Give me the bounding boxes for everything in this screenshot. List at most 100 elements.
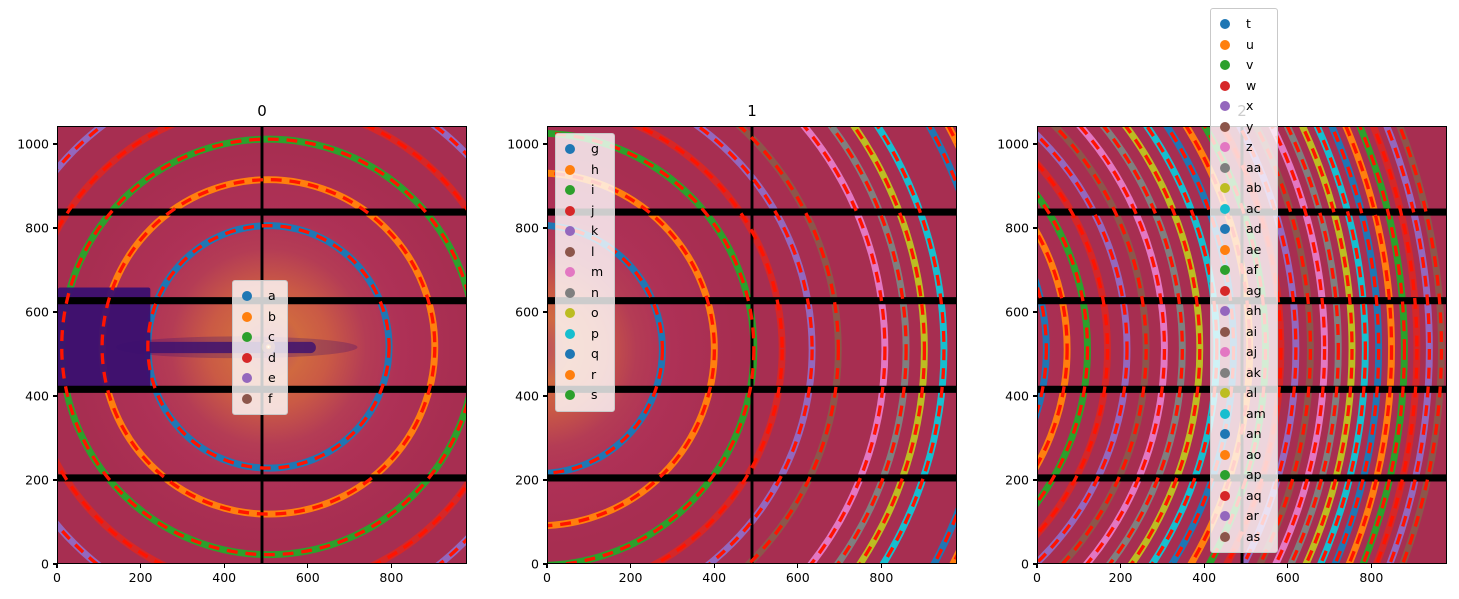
legend-label-y: y <box>1246 118 1254 134</box>
y-tick-label: 1000 <box>997 136 1029 152</box>
legend-label-s: s <box>591 387 598 402</box>
ring-ap-overlay <box>1358 127 1406 563</box>
legend-marker-x <box>1220 101 1230 112</box>
legend-marker-ad <box>1220 224 1230 235</box>
legend-label-ad: ad <box>1246 221 1262 236</box>
x-tick <box>546 564 548 568</box>
ring-ak-overlay <box>1285 127 1340 563</box>
legend-marker-a <box>242 291 252 302</box>
beamstop-shadow <box>58 287 151 390</box>
ring-y <box>1050 127 1150 563</box>
legend-marker-h <box>565 164 575 175</box>
legend-label-ah: ah <box>1246 303 1262 318</box>
legend-marker-ar <box>1220 511 1230 522</box>
legend-item-e: e <box>242 368 276 389</box>
legend-item-v: v <box>1220 55 1266 76</box>
legend-label-d: d <box>268 349 276 365</box>
ring-m-overlay <box>802 127 887 563</box>
legend-label-x: x <box>1246 98 1254 113</box>
legend-label-g: g <box>591 141 599 156</box>
legend-marker-i <box>565 185 575 196</box>
ring-g-overlay <box>548 223 664 475</box>
ring-aq <box>1369 127 1421 563</box>
legend-marker-ac <box>1220 203 1230 214</box>
legend-label-b: b <box>268 308 276 324</box>
legend-item-t: t <box>1220 14 1266 35</box>
legend-label-aj: aj <box>1246 344 1258 359</box>
legend-marker-aj <box>1220 347 1230 358</box>
legend-item-a: a <box>242 286 276 307</box>
legend-marker-ai <box>1220 326 1230 337</box>
legend-label-l: l <box>591 243 595 259</box>
legend-item-ag: ag <box>1220 281 1266 302</box>
plot-title-0: 0 <box>257 102 267 120</box>
legend-item-af: af <box>1220 260 1266 281</box>
legend-marker-q <box>565 349 575 360</box>
y-tick <box>53 143 57 145</box>
legend-marker-af <box>1220 265 1230 276</box>
legend-marker-ah <box>1220 306 1230 317</box>
legend-item-aa: aa <box>1220 158 1266 179</box>
x-tick-label: 800 <box>869 570 894 585</box>
x-tick <box>797 564 799 568</box>
x-tick-label: 400 <box>702 570 727 585</box>
legend-label-ac: ac <box>1246 200 1261 216</box>
legend-item-ah: ah <box>1220 301 1266 322</box>
legend-marker-u <box>1220 39 1230 50</box>
legend-label-n: n <box>591 284 599 300</box>
x-tick-label: 400 <box>212 570 237 585</box>
ring-c-overlay <box>60 137 466 557</box>
legend-label-z: z <box>1246 139 1253 154</box>
legend-label-f: f <box>268 390 273 406</box>
ring-an <box>1328 127 1382 563</box>
legend-marker-v <box>1220 60 1230 71</box>
legend-label-i: i <box>591 182 595 197</box>
legend-item-c: c <box>242 327 276 348</box>
y-tick-label: 600 <box>25 304 49 320</box>
legend-item-ad: ad <box>1220 219 1266 240</box>
legend-item-i: i <box>565 180 603 201</box>
legend-item-ak: ak <box>1220 363 1266 384</box>
legend-marker-ag <box>1220 285 1230 296</box>
legend-marker-m <box>565 267 575 278</box>
legend-label-t: t <box>1246 16 1251 31</box>
y-tick-label: 800 <box>25 220 49 236</box>
x-tick <box>223 564 225 568</box>
ring-n-overlay <box>829 127 908 563</box>
legend-marker-p <box>565 328 575 339</box>
x-tick <box>1287 564 1289 568</box>
legend-label-q: q <box>591 346 599 361</box>
legend-label-af: af <box>1246 262 1259 277</box>
ring-v-overlay <box>1038 194 1090 504</box>
ring-ai <box>1252 127 1314 563</box>
legend-label-ab: ab <box>1246 180 1262 195</box>
x-tick-label: 0 <box>543 570 551 585</box>
y-tick <box>543 479 547 481</box>
ring-l-overlay <box>738 127 840 563</box>
legend-label-r: r <box>591 366 597 382</box>
x-tick <box>139 564 142 568</box>
y-tick-label: 1000 <box>17 136 49 152</box>
legend-label-e: e <box>268 370 276 385</box>
y-tick-label: 200 <box>25 472 49 488</box>
x-tick-label: 200 <box>618 570 643 585</box>
legend-item-ae: ae <box>1220 240 1266 261</box>
beamstop-arm <box>145 341 316 354</box>
legend-item-k: k <box>565 221 603 242</box>
legend-item-u: u <box>1220 35 1266 56</box>
legend-marker-am <box>1220 408 1230 419</box>
legend-label-w: w <box>1246 77 1257 93</box>
legend-marker-ap <box>1220 470 1230 481</box>
legend-marker-as <box>1220 531 1230 542</box>
legend-2: t u v w x y z aa ab ac ad ae af ag ah ai aj ak al am an ao ap a… <box>1210 8 1278 553</box>
legend-label-p: p <box>591 325 599 341</box>
ring-b-overlay <box>100 177 437 516</box>
legend-item-ac: ac <box>1220 199 1266 220</box>
legend-marker-r <box>565 369 575 380</box>
y-tick-label: 1000 <box>507 136 539 152</box>
legend-item-as: as <box>1220 527 1266 548</box>
x-tick-label: 800 <box>379 570 404 585</box>
legend-label-an: an <box>1246 426 1262 441</box>
legend-item-p: p <box>565 324 603 345</box>
